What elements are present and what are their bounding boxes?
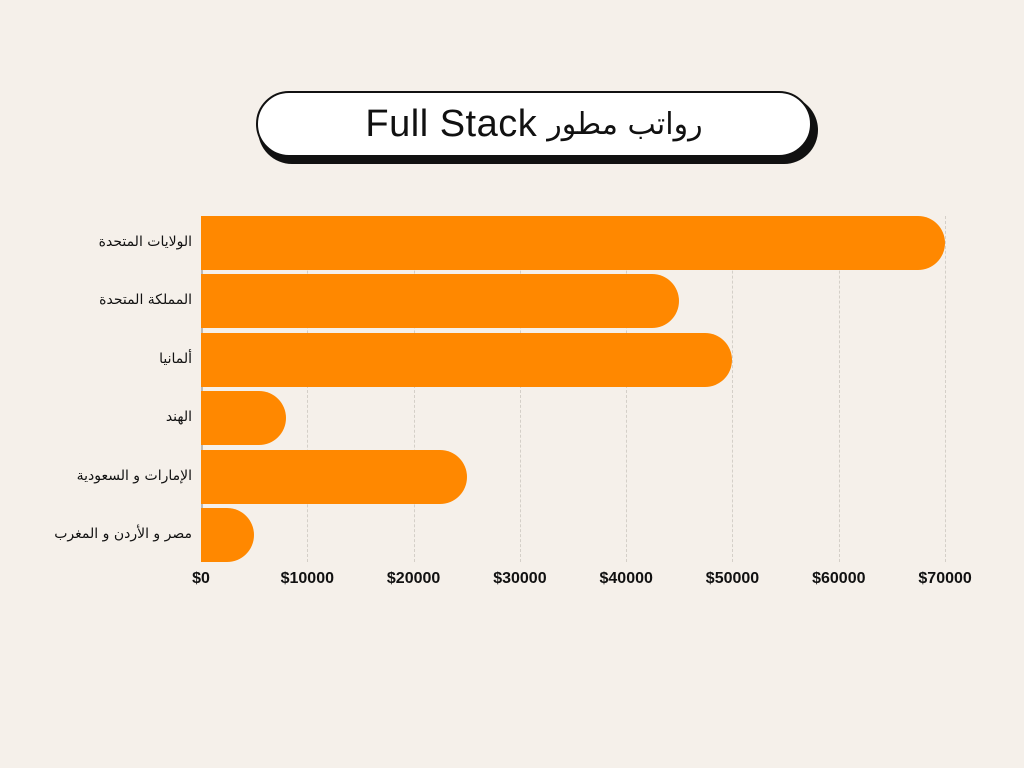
title-english: Full Stack xyxy=(365,102,538,145)
x-axis-tick-label: $10000 xyxy=(280,570,334,587)
y-axis-line xyxy=(201,216,203,562)
y-axis-label: مصر و الأردن و المغرب xyxy=(54,526,192,542)
bar xyxy=(201,449,467,504)
x-axis-tick-label: $50000 xyxy=(705,570,760,587)
bar xyxy=(201,391,287,446)
gridline xyxy=(945,216,946,562)
gridline xyxy=(732,216,733,562)
bar xyxy=(201,274,680,329)
x-axis-tick-label: $40000 xyxy=(599,570,653,587)
gridline xyxy=(520,216,521,562)
gridline xyxy=(414,216,415,562)
x-axis-tick-label: $0 xyxy=(192,570,210,587)
bar xyxy=(201,508,255,562)
gridline xyxy=(626,216,627,562)
gridline xyxy=(839,216,840,562)
chart-title: Full Stack رواتب مطور xyxy=(256,91,812,157)
y-axis-label: الهند xyxy=(165,409,192,426)
bar xyxy=(201,216,945,270)
y-axis-label: المملكة المتحدة xyxy=(99,292,192,309)
bar xyxy=(201,332,733,387)
y-axis-label: الولايات المتحدة xyxy=(98,234,192,250)
x-axis-tick-label: $70000 xyxy=(918,570,972,587)
title-arabic: رواتب مطور xyxy=(547,106,703,142)
x-axis-tick-label: $30000 xyxy=(493,570,547,587)
plot-area xyxy=(201,216,961,562)
x-axis-tick-label: $20000 xyxy=(386,570,441,587)
x-axis-tick-label: $60000 xyxy=(812,570,866,587)
y-axis-label: ألمانيا xyxy=(159,350,192,367)
gridline xyxy=(307,216,308,562)
y-axis-label: الإمارات و السعودية xyxy=(76,467,192,484)
